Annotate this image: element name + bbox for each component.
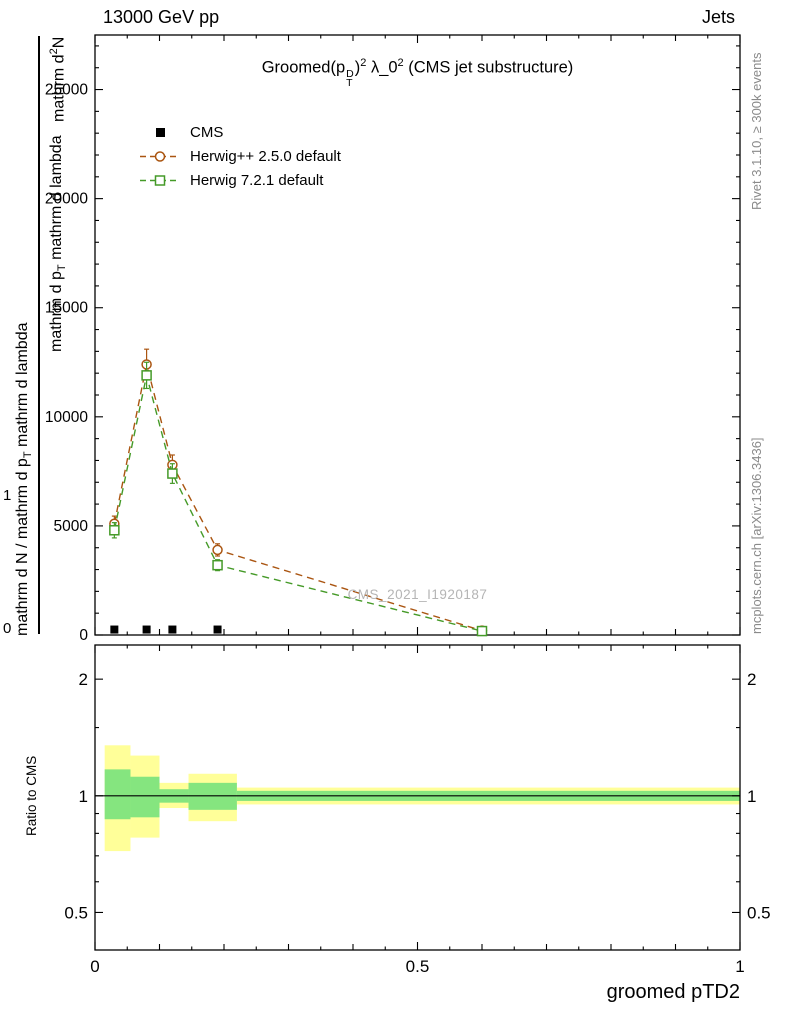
- ylabel-den-b: mathrm d lambda: [48, 135, 65, 265]
- xaxis-title: groomed pTD2: [606, 981, 740, 1003]
- analysis-id-watermark: CMS_2021_I1920187: [347, 587, 488, 602]
- legend: CMS Herwig++ 2.5.0 default Herwig 7.2.1 …: [138, 120, 341, 192]
- legend-label-herwigpp: Herwig++ 2.5.0 default: [190, 147, 341, 165]
- rivet-version-note: Rivet 3.1.10, ≥ 300k events: [749, 52, 764, 210]
- xtick-label: 0: [90, 957, 99, 976]
- ylabel-stray-zero: 0: [3, 620, 12, 637]
- main-ylabel-outer: mathrm d N / mathrm d pT mathrm d lambda: [14, 323, 34, 637]
- ratio-ytick-label-right: 2: [747, 670, 756, 689]
- ylabel-num-a: mathrm d: [50, 54, 68, 122]
- legend-label-herwig7: Herwig 7.2.1 default: [190, 171, 324, 189]
- ratio-band-inner: [104, 769, 131, 820]
- ratio-ytick-label: 2: [79, 670, 88, 689]
- marker-herwig-7-2-1-default: [141, 370, 152, 381]
- ylabel-fraction-bar: [38, 36, 40, 634]
- ylabel-num-b: N: [50, 36, 68, 49]
- title-prefix: Groomed(p: [261, 58, 346, 77]
- marker-herwig-7-2-1-default: [109, 525, 120, 536]
- title-p-sup: D: [346, 67, 354, 80]
- ratio-ytick-label-right: 0.5: [747, 903, 771, 922]
- marker-cms: [213, 625, 222, 634]
- ylabel-outer-a: mathrm d N / mathrm d p: [14, 458, 31, 636]
- ylabel-outer-b: mathrm d lambda: [14, 322, 31, 452]
- marker-cms: [168, 625, 177, 634]
- ratio-ytick-label: 1: [79, 787, 88, 806]
- title-close-paren: ): [354, 58, 361, 77]
- main-ytick-label: 0: [79, 627, 88, 644]
- xtick-label: 1: [735, 957, 744, 976]
- marker-cms: [142, 625, 151, 634]
- main-ytick-label: 10000: [45, 409, 88, 426]
- ylabel-den-a: mathrm d p: [48, 271, 65, 352]
- mcplots-reference-note: mcplots.cern.ch [arXiv:1306.3436]: [749, 437, 764, 634]
- herwig7-marker-icon: [138, 172, 182, 188]
- xtick-label: 0.5: [406, 957, 430, 976]
- ratio-ytick-label-right: 1: [747, 787, 756, 806]
- main-ytick-label: 5000: [54, 518, 89, 535]
- legend-label-cms: CMS: [190, 123, 224, 141]
- process-label: Jets: [702, 7, 736, 27]
- ratio-ylabel: Ratio to CMS: [24, 755, 39, 836]
- ratio-band-inner: [130, 776, 160, 818]
- herwigpp-marker-icon: [138, 148, 182, 164]
- marker-herwig-7-2-1-default: [212, 559, 223, 571]
- ylabel-num-sup: 2: [48, 48, 60, 55]
- ylabel-den-sub: T: [56, 264, 69, 272]
- main-ytick-label: 15000: [45, 300, 88, 317]
- ratio-ytick-label: 0.5: [64, 903, 88, 922]
- title-p-sub: T: [346, 76, 353, 89]
- title-lambda: λ_0: [366, 58, 398, 77]
- plot-title: Groomed(p D T)2 λ_02 (CMS jet substructure…: [95, 50, 740, 88]
- main-ylabel-denominator: mathrm d pT mathrm d lambda: [48, 135, 68, 352]
- ylabel-stray-one: 1: [3, 487, 12, 504]
- marker-herwig-7-2-1-default: [167, 468, 178, 479]
- cms-marker-icon: [138, 124, 182, 140]
- main-ylabel-numerator: mathrm d2N: [48, 37, 68, 122]
- marker-herwig-2-5-0-default: [212, 544, 223, 556]
- main-ytick-label: 20000: [45, 191, 88, 208]
- title-sup1: 2: [360, 57, 367, 69]
- ylabel-outer-sub: T: [22, 451, 35, 459]
- main-ytick-label: 25000: [45, 82, 88, 99]
- legend-item-herwigpp: Herwig++ 2.5.0 default: [138, 144, 341, 168]
- title-suffix: (CMS jet substructure): [403, 58, 574, 77]
- legend-item-cms: CMS: [138, 120, 341, 144]
- legend-item-herwig7: Herwig 7.2.1 default: [138, 168, 341, 192]
- marker-cms: [110, 625, 119, 634]
- title-sup2: 2: [397, 57, 404, 69]
- marker-herwig-7-2-1-default: [476, 625, 488, 637]
- beam-energy-label: 13000 GeV pp: [103, 7, 220, 27]
